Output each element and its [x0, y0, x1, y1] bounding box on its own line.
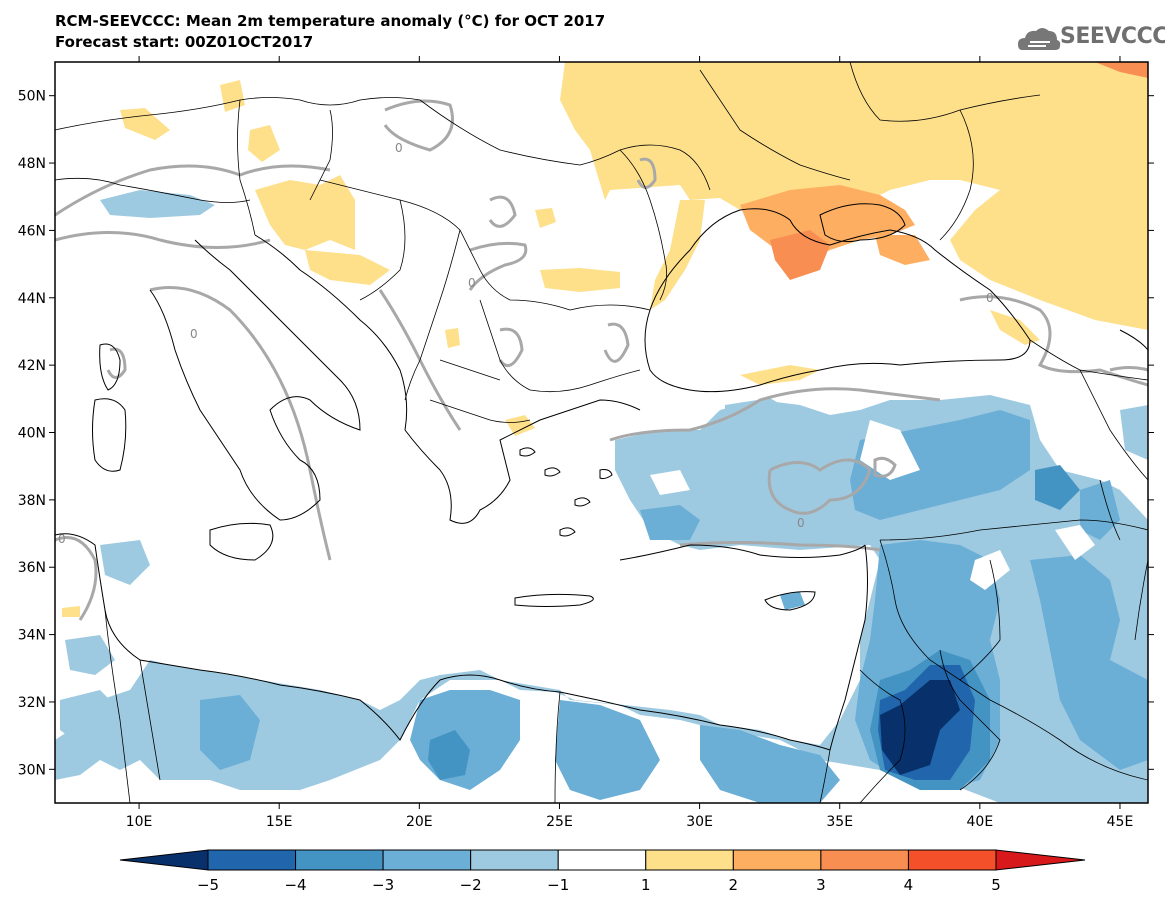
colorbar-bin — [470, 849, 559, 871]
contour-label: 0 — [190, 327, 198, 341]
colorbar-bin — [645, 849, 734, 871]
colorbar-label: 3 — [816, 876, 826, 894]
colorbar-bin — [907, 849, 997, 871]
lon-tick-label: 15E — [266, 814, 293, 830]
colorbar-high-arrow — [995, 849, 1086, 871]
lat-tick-label: 50N — [18, 89, 46, 105]
contour-labels: 0 0 0 0 0 0 — [58, 141, 994, 546]
lat-tick-label: 42N — [18, 358, 46, 374]
contour-label: 0 — [797, 516, 805, 530]
lat-tick-label: 36N — [18, 560, 46, 576]
forecast-start-label: Forecast start: 00Z01OCT2017 — [55, 33, 314, 51]
longitude-axis: 10E 15E 20E 25E 30E 35E 40E 45E — [126, 56, 1134, 830]
lon-tick-label: 45E — [1107, 814, 1134, 830]
colorbar-bin — [382, 849, 472, 871]
colorbar-bin — [207, 849, 297, 871]
colorbar-bin — [732, 849, 822, 871]
contour-label: 0 — [58, 532, 66, 546]
warm-anomaly-fields — [62, 62, 1148, 617]
colorbar-bin — [295, 849, 384, 871]
latitude-axis: 50N 48N 46N 44N 42N 40N 38N 36N 34N 32N 30N — [18, 89, 1154, 778]
lat-tick-label: 44N — [18, 291, 46, 307]
lon-tick-label: 40E — [967, 814, 994, 830]
coastlines — [55, 203, 1148, 751]
lat-tick-label: 48N — [18, 156, 46, 172]
lat-tick-label: 38N — [18, 493, 46, 509]
colorbar-bin — [557, 849, 647, 871]
colorbar-label: 2 — [729, 876, 739, 894]
colorbar-label: 1 — [641, 876, 651, 894]
lat-tick-label: 34N — [18, 628, 46, 644]
lon-tick-label: 30E — [686, 814, 713, 830]
lat-tick-label: 30N — [18, 762, 46, 778]
colorbar-label: −4 — [284, 876, 306, 894]
lat-tick-label: 40N — [18, 426, 46, 442]
colorbar-label: −3 — [372, 876, 394, 894]
contour-label: 0 — [986, 291, 994, 305]
contour-label: 0 — [468, 276, 476, 290]
lon-tick-label: 25E — [546, 814, 573, 830]
lon-tick-label: 20E — [406, 814, 433, 830]
lat-tick-label: 46N — [18, 223, 46, 239]
colorbar-low-arrow — [119, 849, 209, 871]
colorbar-label: 4 — [904, 876, 914, 894]
lon-tick-label: 35E — [826, 814, 853, 830]
country-borders — [55, 62, 1148, 803]
colorbar-label: −5 — [197, 876, 219, 894]
lon-tick-label: 10E — [126, 814, 153, 830]
colorbar-bin — [820, 849, 909, 871]
colorbar-label: −1 — [547, 876, 569, 894]
map-title: RCM-SEEVCCC: Mean 2m temperature anomaly… — [55, 12, 606, 30]
colorbar-legend: −5 −4 −3 −2 −1 1 2 3 4 5 — [119, 849, 1086, 894]
seevccc-logo-text: SEEVCCC — [1060, 24, 1165, 49]
cloud-logo-icon — [1018, 28, 1061, 50]
colorbar-label: 5 — [991, 876, 1001, 894]
contour-label: 0 — [395, 141, 403, 155]
colorbar-label: −2 — [460, 876, 482, 894]
lat-tick-label: 32N — [18, 695, 46, 711]
